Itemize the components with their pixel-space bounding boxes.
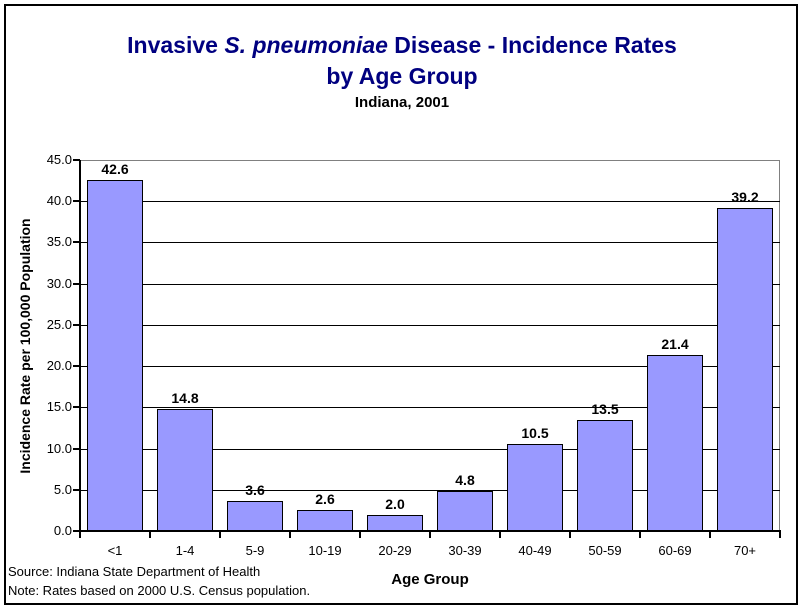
gridline bbox=[80, 490, 780, 491]
x-axis-tick bbox=[289, 532, 291, 538]
bar bbox=[437, 491, 493, 531]
bar-value-label: 14.8 bbox=[171, 390, 199, 406]
x-tick-label: <1 bbox=[107, 543, 123, 558]
y-axis-tick bbox=[73, 530, 80, 532]
x-axis-tick bbox=[499, 532, 501, 538]
y-axis-line bbox=[79, 160, 81, 532]
y-tick-label: 10.0 bbox=[46, 441, 72, 456]
y-axis-tick bbox=[73, 241, 80, 243]
y-tick-label: 5.0 bbox=[53, 482, 72, 497]
bar bbox=[227, 501, 283, 531]
chart-subtitle: Indiana, 2001 bbox=[354, 94, 450, 111]
chart-title-block: Invasive S. pneumoniae Disease - Inciden… bbox=[0, 30, 804, 114]
bar bbox=[87, 180, 143, 531]
bar bbox=[507, 444, 563, 531]
gridline bbox=[80, 284, 780, 285]
bar bbox=[157, 409, 213, 531]
bar-value-label: 39.2 bbox=[731, 189, 759, 205]
x-tick-label: 60-69 bbox=[658, 543, 692, 558]
title-species-italic: S. pneumoniae bbox=[224, 32, 388, 58]
y-tick-label: 0.0 bbox=[53, 523, 72, 538]
x-axis-tick bbox=[219, 532, 221, 538]
bar-value-label: 10.5 bbox=[521, 425, 549, 441]
x-axis-tick bbox=[639, 532, 641, 538]
x-axis-line bbox=[79, 530, 781, 532]
x-axis-tick bbox=[709, 532, 711, 538]
gridline bbox=[80, 407, 780, 408]
x-tick-label: 30-39 bbox=[448, 543, 482, 558]
x-axis-tick bbox=[429, 532, 431, 538]
bar bbox=[717, 208, 773, 531]
y-axis-tick bbox=[73, 200, 80, 202]
x-axis-title: Age Group bbox=[391, 571, 469, 588]
gridline bbox=[80, 366, 780, 367]
footer-note: Note: Rates based on 2000 U.S. Census po… bbox=[8, 583, 311, 598]
bar bbox=[297, 510, 353, 531]
y-tick-label: 30.0 bbox=[46, 276, 72, 291]
title-text-prefix: Invasive bbox=[127, 32, 225, 58]
y-tick-label: 35.0 bbox=[46, 234, 72, 249]
bar bbox=[577, 420, 633, 531]
gridline bbox=[80, 242, 780, 243]
bar-value-label: 4.8 bbox=[455, 472, 475, 488]
bar-value-label: 13.5 bbox=[591, 401, 619, 417]
y-axis-title: Incidence Rate per 100,000 Population bbox=[17, 218, 33, 474]
bar-value-label: 42.6 bbox=[101, 161, 129, 177]
gridline bbox=[80, 449, 780, 450]
y-tick-label: 40.0 bbox=[46, 193, 72, 208]
y-tick-label: 20.0 bbox=[46, 358, 72, 373]
y-tick-label: 25.0 bbox=[46, 317, 72, 332]
x-tick-label: 20-29 bbox=[378, 543, 412, 558]
x-axis-tick bbox=[779, 532, 781, 538]
bar-value-label: 2.0 bbox=[385, 496, 405, 512]
y-tick-label: 15.0 bbox=[46, 399, 72, 414]
x-axis-tick bbox=[359, 532, 361, 538]
y-tick-label: 45.0 bbox=[46, 152, 72, 167]
bar-value-label: 3.6 bbox=[245, 482, 265, 498]
gridline bbox=[80, 201, 780, 202]
bar-value-label: 2.6 bbox=[315, 491, 335, 507]
chart-title-line-1: Invasive S. pneumoniae Disease - Inciden… bbox=[0, 30, 804, 61]
y-axis-tick bbox=[73, 159, 80, 161]
x-tick-label: 1-4 bbox=[175, 543, 195, 558]
bar bbox=[367, 515, 423, 531]
chart-title-line-2: by Age Group bbox=[326, 63, 478, 89]
title-text-suffix: Disease - Incidence Rates bbox=[387, 32, 677, 58]
x-axis-tick bbox=[149, 532, 151, 538]
y-axis-tick bbox=[73, 365, 80, 367]
x-tick-label: 5-9 bbox=[245, 543, 265, 558]
bar-value-label: 21.4 bbox=[661, 336, 689, 352]
gridline bbox=[80, 325, 780, 326]
y-axis-tick bbox=[73, 448, 80, 450]
x-tick-label: 50-59 bbox=[588, 543, 622, 558]
x-axis-tick bbox=[569, 532, 571, 538]
y-axis-tick bbox=[73, 324, 80, 326]
x-axis-tick bbox=[79, 532, 81, 538]
y-axis-tick bbox=[73, 406, 80, 408]
y-axis-tick bbox=[73, 489, 80, 491]
x-tick-label: 70+ bbox=[733, 543, 757, 558]
x-tick-label: 40-49 bbox=[518, 543, 552, 558]
bar bbox=[647, 355, 703, 531]
x-tick-label: 10-19 bbox=[308, 543, 342, 558]
y-axis-tick bbox=[73, 283, 80, 285]
footer-source: Source: Indiana State Department of Heal… bbox=[8, 564, 261, 579]
